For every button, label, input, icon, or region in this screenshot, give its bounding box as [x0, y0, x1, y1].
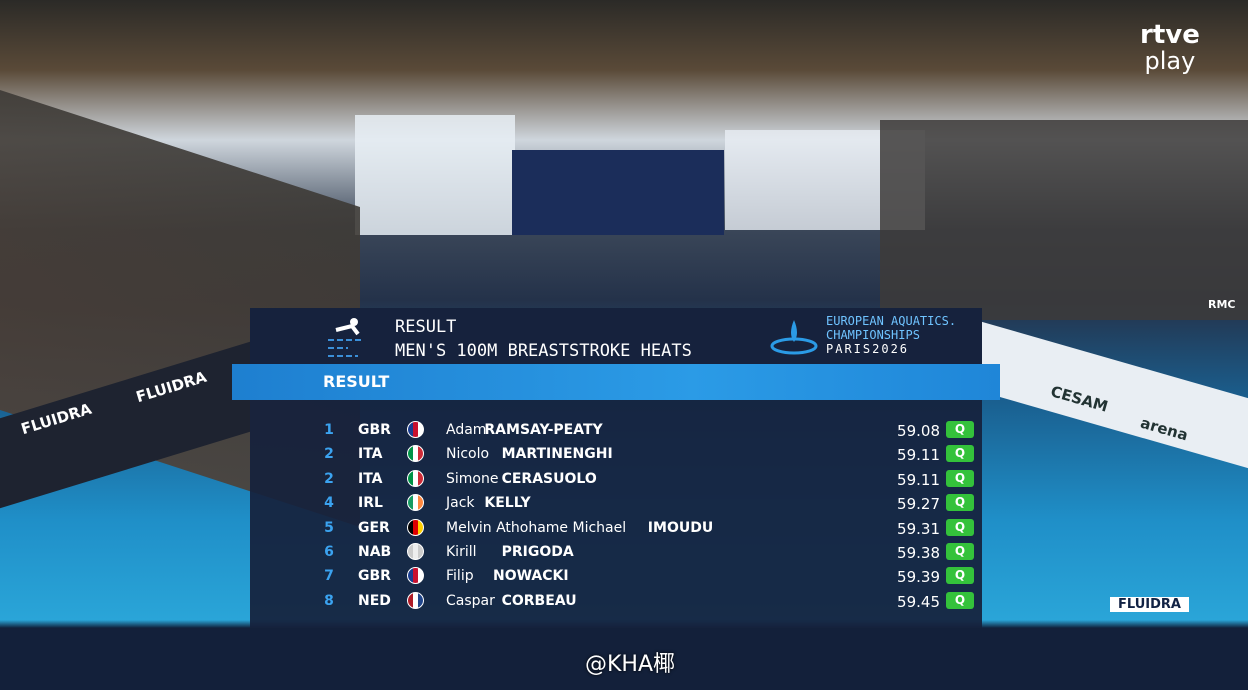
nation: GBR [358, 568, 391, 585]
status: Q [946, 421, 974, 438]
watermark: @KHA椰 [585, 652, 676, 677]
bottom-bar [0, 628, 1248, 690]
brand-line: EUROPEAN AQUATICS. [826, 314, 957, 328]
event-title: MEN'S 100M BREASTSTROKE HEATS [395, 341, 692, 361]
logo-text: play [1144, 47, 1196, 75]
last-name: CERASUOLO [501, 470, 597, 487]
screen [512, 150, 724, 235]
first-name: Jack [446, 495, 475, 512]
results-panel: RESULT MEN'S 100M BREASTSTROKE HEATS EUR… [232, 308, 1000, 628]
time: 59.11 [897, 470, 940, 489]
last-name: IMOUDU [647, 519, 714, 536]
rank: 2 [324, 470, 334, 487]
status: Q [946, 469, 974, 487]
result-row: 2 ITA Simone CERASUOLO 59.11 Q [250, 467, 982, 491]
rank: 8 [324, 592, 334, 609]
rank: 4 [324, 495, 334, 512]
status: Q [946, 567, 974, 585]
first-name: Kirill [446, 544, 477, 560]
first-name: Caspar [446, 592, 495, 609]
brand-line: CHAMPIONSHIPS [826, 328, 920, 342]
flag [407, 494, 424, 512]
nation: ITA [358, 470, 383, 487]
logo-text: rtve [1140, 20, 1200, 50]
first-name: Adam [446, 422, 487, 438]
rank: 6 [324, 544, 334, 560]
result-row: 5 GER Melvin Athohame Michael IMOUDU 59.31 Q [250, 516, 982, 540]
flag [407, 445, 424, 463]
flag [407, 421, 424, 438]
flag [407, 518, 424, 536]
last-name: MARTINENGHI [501, 446, 613, 463]
board-right [982, 321, 1248, 469]
rank: 1 [324, 422, 334, 438]
result-row: 6 NAB Kirill PRIGODA 59.38 Q [250, 540, 982, 564]
window [355, 115, 515, 235]
broadcaster-logo: rtve play [1140, 22, 1200, 74]
last-name: KELLY [484, 495, 531, 512]
rank: 5 [324, 519, 334, 536]
sign: FLUIDRA [1110, 597, 1189, 612]
banner: RESULT [232, 364, 1000, 400]
nation: NAB [358, 544, 392, 560]
panel-header: RESULT MEN'S 100M BREASTSTROKE HEATS EUR… [250, 308, 982, 364]
first-name: Filip [446, 568, 474, 585]
stands-right [880, 120, 1248, 320]
time: 59.39 [897, 568, 940, 587]
time: 59.38 [897, 544, 940, 562]
status: Q [946, 591, 974, 609]
result-row: 7 GBR Filip NOWACKI 59.39 Q [250, 564, 982, 588]
result-row: 1 GBR Adam RAMSAY-PEATY 59.08 Q [250, 418, 982, 442]
nation: ITA [358, 446, 383, 463]
time: 59.31 [897, 519, 940, 538]
graphic-label: RESULT [395, 317, 457, 337]
time: 59.08 [897, 422, 940, 440]
nation: NED [358, 592, 391, 609]
flag [407, 543, 424, 560]
first-name: Melvin Athohame Michael [446, 519, 627, 536]
banner-label: RESULT [323, 372, 390, 391]
brand-icon [770, 320, 818, 355]
nation: GER [358, 519, 390, 536]
status: Q [946, 445, 974, 463]
last-name: RAMSAY-PEATY [484, 422, 603, 438]
last-name: CORBEAU [501, 592, 577, 609]
time: 59.45 [897, 592, 940, 611]
swim-icon [328, 318, 364, 357]
first-name: Nicolo [446, 446, 490, 463]
status: Q [946, 518, 974, 536]
last-name: PRIGODA [501, 544, 574, 560]
time: 59.27 [897, 495, 940, 514]
brand-line: PARIS2026 [826, 342, 910, 356]
first-name: Simone [446, 470, 499, 487]
flag [407, 469, 424, 487]
flag [407, 567, 424, 585]
time: 59.11 [897, 446, 940, 465]
brand: EUROPEAN AQUATICS. CHAMPIONSHIPS PARIS20… [826, 314, 956, 356]
nation: IRL [358, 495, 383, 512]
result-row: 2 ITA Nicolo MARTINENGHI 59.11 Q [250, 442, 982, 466]
result-row: 8 NED Caspar CORBEAU 59.45 Q [250, 589, 982, 613]
sign: RMC [1208, 298, 1236, 311]
status: Q [946, 543, 974, 560]
result-row: 4 IRL Jack KELLY 59.27 Q [250, 491, 982, 515]
rank: 7 [324, 568, 334, 585]
flag [407, 591, 424, 609]
rank: 2 [324, 446, 334, 463]
status: Q [946, 494, 974, 512]
nation: GBR [358, 422, 391, 438]
results-table: 1 GBR Adam RAMSAY-PEATY 59.08 Q 2 ITA Nicolo MART… [250, 418, 982, 618]
last-name: NOWACKI [493, 568, 569, 585]
